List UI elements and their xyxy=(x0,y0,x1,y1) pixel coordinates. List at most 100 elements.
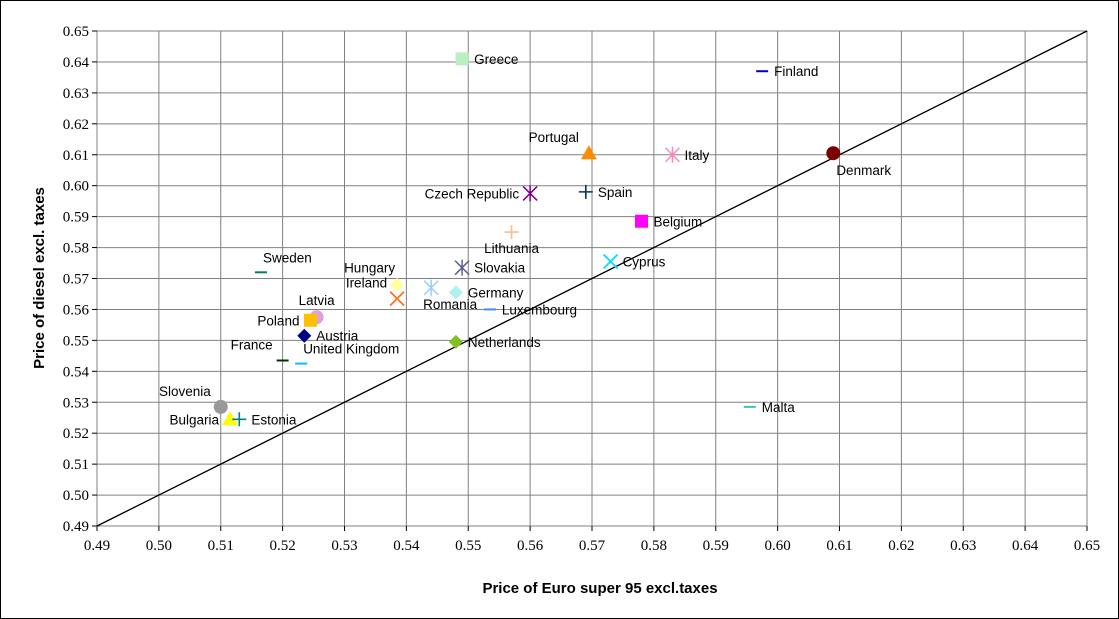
data-point-italy: Italy xyxy=(664,146,709,163)
point-label: Belgium xyxy=(654,214,703,229)
point-marker xyxy=(522,185,538,202)
point-label: Hungary xyxy=(344,261,395,276)
data-point-united-kingdom: United Kingdom xyxy=(295,342,399,365)
point-marker xyxy=(213,399,228,414)
point-marker xyxy=(635,214,648,228)
y-tick-label: 0.49 xyxy=(63,519,89,535)
data-point-sweden: Sweden xyxy=(254,250,312,274)
data-point-spain: Spain xyxy=(578,184,633,200)
point-marker xyxy=(423,279,439,296)
data-point-malta: Malta xyxy=(743,400,796,415)
data-point-france: France xyxy=(231,337,289,362)
y-tick-label: 0.55 xyxy=(63,333,89,349)
point-label: Finland xyxy=(774,64,818,79)
x-axis-ticks: 0.49 0.50 0.51 0.52 0.53 0.54 0.55 0.56 0.57 0.58… xyxy=(84,526,1100,554)
y-tick-label: 0.56 xyxy=(63,302,90,318)
x-tick-label: 0.63 xyxy=(950,538,976,554)
point-marker xyxy=(504,225,519,240)
point-label: Luxembourg xyxy=(502,302,577,317)
point-marker xyxy=(455,52,469,66)
data-point-germany: Germany xyxy=(448,285,524,300)
point-marker xyxy=(222,411,239,426)
y-axis-title: Price of diesel excl. taxes xyxy=(31,187,48,369)
data-point-slovakia: Slovakia xyxy=(454,259,526,276)
point-label: Slovenia xyxy=(159,384,211,399)
y-tick-label: 0.62 xyxy=(63,117,89,133)
x-tick-label: 0.49 xyxy=(84,538,110,554)
point-marker xyxy=(448,285,463,300)
y-tick-label: 0.53 xyxy=(63,395,89,411)
y-tick-label: 0.52 xyxy=(63,426,89,442)
data-point-czech-republic: Czech Republic xyxy=(425,185,538,202)
point-marker xyxy=(303,313,317,327)
data-point-cyprus: Cyprus xyxy=(602,253,666,270)
x-tick-label: 0.57 xyxy=(579,538,606,554)
data-point-austria: Austria xyxy=(297,328,359,344)
point-label: Ireland xyxy=(346,276,387,291)
y-tick-label: 0.51 xyxy=(63,457,89,473)
data-point-hungary: Hungary xyxy=(344,261,405,292)
data-point-netherlands: Netherlands xyxy=(448,334,541,350)
data-point-greece: Greece xyxy=(455,52,518,67)
data-point-denmark: Denmark xyxy=(826,146,891,178)
data-point-estonia: Estonia xyxy=(232,412,297,427)
point-label: Austria xyxy=(316,329,359,344)
point-label: Czech Republic xyxy=(425,186,520,201)
y-tick-label: 0.60 xyxy=(63,179,89,195)
point-label: France xyxy=(231,337,273,352)
x-tick-label: 0.61 xyxy=(826,538,852,554)
point-label: Germany xyxy=(468,285,524,300)
point-marker xyxy=(454,259,470,276)
point-label: Cyprus xyxy=(623,254,666,269)
point-marker xyxy=(389,290,405,307)
reference-line xyxy=(96,30,1088,527)
point-label: Malta xyxy=(762,400,796,415)
data-point-belgium: Belgium xyxy=(635,214,702,229)
x-tick-label: 0.52 xyxy=(270,538,296,554)
point-marker xyxy=(664,146,680,163)
x-axis-title: Price of Euro super 95 excl.taxes xyxy=(482,580,717,597)
x-tick-label: 0.58 xyxy=(641,538,667,554)
point-label: United Kingdom xyxy=(303,342,399,357)
point-marker xyxy=(232,412,247,427)
x-tick-label: 0.54 xyxy=(393,538,420,554)
x-tick-label: 0.64 xyxy=(1012,538,1039,554)
point-marker xyxy=(297,328,312,343)
gridlines xyxy=(96,30,1088,527)
point-label: Romania xyxy=(423,297,478,312)
x-tick-label: 0.50 xyxy=(146,538,172,554)
y-tick-label: 0.54 xyxy=(63,364,90,380)
point-label: Greece xyxy=(474,52,518,67)
point-label: Slovakia xyxy=(474,261,526,276)
y-tick-label: 0.50 xyxy=(63,488,89,504)
y-tick-label: 0.61 xyxy=(63,148,89,164)
x-tick-label: 0.56 xyxy=(517,538,544,554)
data-points: Greece Finland Portugal Italy Denmark Czech R… xyxy=(159,52,891,427)
y-tick-label: 0.58 xyxy=(63,241,89,257)
data-point-poland: Poland xyxy=(257,313,317,328)
point-marker xyxy=(602,253,619,270)
x-tick-label: 0.60 xyxy=(765,538,791,554)
point-label: Spain xyxy=(598,185,633,200)
y-tick-label: 0.59 xyxy=(63,210,89,226)
data-point-luxembourg: Luxembourg xyxy=(483,302,577,317)
data-point-finland: Finland xyxy=(756,64,818,79)
y-tick-label: 0.57 xyxy=(63,272,90,288)
point-marker xyxy=(826,146,841,161)
y-tick-label: 0.65 xyxy=(63,24,89,40)
data-point-slovenia: Slovenia xyxy=(159,384,228,414)
data-point-ireland: Ireland xyxy=(346,276,405,307)
point-label: Estonia xyxy=(251,412,297,427)
x-tick-label: 0.53 xyxy=(331,538,357,554)
y-tick-label: 0.63 xyxy=(63,86,89,102)
data-point-bulgaria: Bulgaria xyxy=(170,411,239,427)
point-label: Netherlands xyxy=(468,335,541,350)
y-axis-ticks: 0.49 0.50 0.51 0.52 0.53 0.54 0.55 0.56 0.57 0.58… xyxy=(63,24,97,535)
point-marker xyxy=(390,277,405,292)
data-point-portugal: Portugal xyxy=(529,130,597,160)
data-point-romania: Romania xyxy=(423,279,478,312)
point-label: Lithuania xyxy=(484,241,539,256)
point-marker xyxy=(578,184,593,199)
x-tick-label: 0.55 xyxy=(455,538,481,554)
